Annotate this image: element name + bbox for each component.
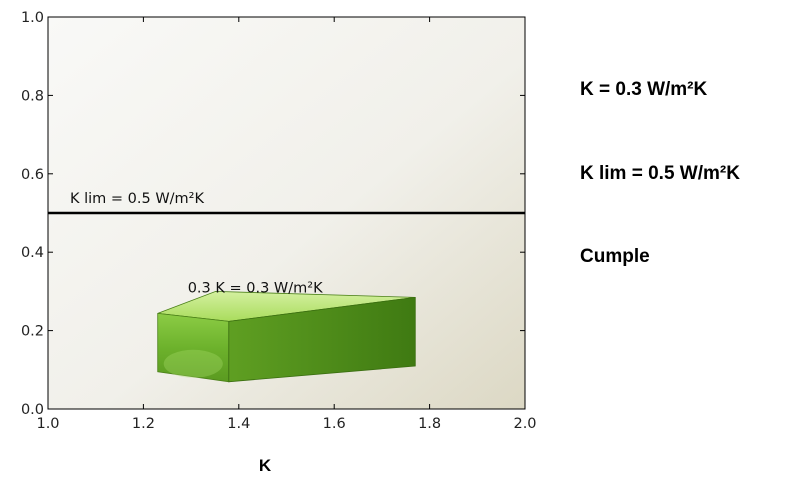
y-tick-label: 0.6 (21, 167, 44, 183)
x-axis-label: K (250, 456, 280, 476)
x-tick-label: 1.2 (132, 416, 155, 432)
x-tick-label: 1.8 (418, 416, 441, 432)
limit-line-label: K lim = 0.5 W/m²K (70, 191, 204, 207)
x-tick-label: 1.0 (36, 416, 59, 432)
bar-group (158, 291, 416, 381)
k-value-text: K = 0.3 W/m²K (580, 79, 707, 101)
status-text: Cumple (580, 246, 650, 268)
y-tick-label: 0.2 (21, 324, 44, 340)
y-tick-label: 0.8 (21, 88, 44, 104)
k-lim-text: K lim = 0.5 W/m²K (580, 163, 740, 185)
x-tick-label: 1.6 (323, 416, 346, 432)
x-tick-label: 2.0 (513, 416, 536, 432)
x-tick-label: 1.4 (227, 416, 250, 432)
y-tick-label: 0.4 (21, 245, 44, 261)
bar-highlight (164, 350, 223, 378)
y-tick-label: 0.0 (21, 402, 44, 418)
y-tick-label: 1.0 (21, 10, 44, 26)
bar-value-label: 0.3 K = 0.3 W/m²K (188, 280, 323, 296)
